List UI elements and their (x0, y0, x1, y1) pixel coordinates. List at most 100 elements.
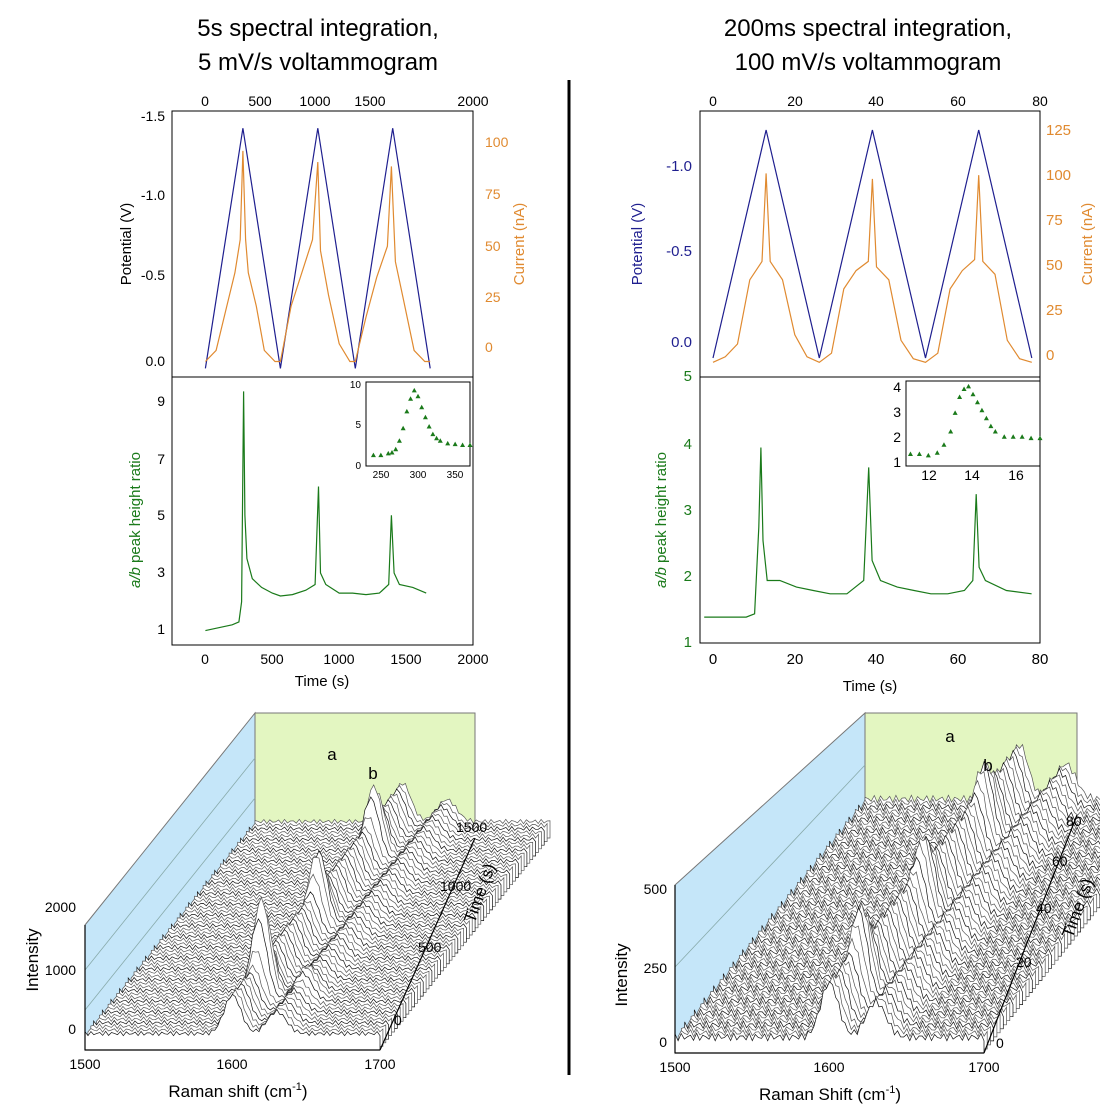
right-ratio-x-ticks: 0 20 40 60 80 (709, 651, 1049, 668)
wf-t-tick: 0 (996, 1035, 1004, 1051)
ratio-x-tick: 40 (868, 651, 885, 668)
wf-z-tick: 0 (68, 1021, 76, 1037)
top-x-tick: 500 (248, 93, 272, 109)
potential-line (713, 130, 1032, 358)
ratio-x-tick: 2000 (457, 651, 488, 667)
left-title-line1: 5s spectral integration, (197, 15, 438, 42)
ratio-y-tick: 1 (684, 634, 692, 651)
right-cv-series (713, 130, 1032, 362)
ratio-y-tick: 7 (157, 451, 165, 467)
ratio-y-tick: 1 (157, 621, 165, 637)
wf-z-tick: 1000 (45, 962, 76, 978)
left-wf-zlabel: Intensity (23, 928, 42, 992)
current-tick: 0 (485, 339, 493, 355)
ratio-y-tick: 3 (157, 564, 165, 580)
left-wf-peak-a: a (327, 745, 337, 764)
wf-z-tick: 500 (644, 881, 668, 897)
potential-tick: -0.5 (141, 267, 165, 283)
wf-x-tick: 1700 (968, 1059, 999, 1075)
left-waterfall: 2000 1000 0 Intensity 1500 1600 1700 Ram… (23, 713, 550, 1101)
ratio-x-tick: 20 (787, 651, 804, 668)
ratio-y-tick: 5 (157, 507, 165, 523)
current-tick: 25 (485, 289, 501, 305)
top-x-tick: 0 (201, 93, 209, 109)
potential-tick: 0.0 (146, 353, 166, 369)
ratio-label-rest: peak height ratio (127, 452, 144, 567)
current-tick: 0 (1046, 347, 1054, 364)
potential-tick: 0.0 (671, 334, 692, 351)
right-ratio-label: a/b peak height ratio (653, 452, 670, 588)
top-x-tick: 2000 (457, 93, 488, 109)
inset-x-tick: 16 (1008, 467, 1024, 483)
wf-t-tick: 1000 (440, 878, 471, 894)
left-cv-series (205, 128, 430, 368)
current-tick: 50 (1046, 257, 1063, 274)
wf-z-tick: 2000 (45, 899, 76, 915)
right-waterfall: 500 250 0 Intensity 1500 1600 1700 Raman… (612, 713, 1100, 1104)
inset-x-tick: 14 (964, 467, 980, 483)
right-potential-label: Potential (V) (629, 203, 646, 286)
left-ratio-y-ticks: 9 7 5 3 1 (157, 393, 165, 637)
ratio-y-tick: 4 (684, 436, 692, 453)
right-panel: 200ms spectral integration, 100 mV/s vol… (612, 15, 1100, 1104)
left-title-line2: 5 mV/s voltammogram (198, 49, 438, 76)
left-panel: 5s spectral integration, 5 mV/s voltammo… (23, 15, 550, 1101)
wf-z-tick: 250 (644, 960, 668, 976)
current-tick: 75 (1046, 212, 1063, 229)
ratio-x-tick: 60 (950, 651, 967, 668)
wf-x-tick: 1600 (813, 1059, 844, 1075)
right-current-label: Current (nA) (1079, 203, 1096, 286)
inset-x-tick: 350 (447, 470, 464, 481)
ratio-x-tick: 80 (1032, 651, 1049, 668)
left-top-x-ticks: 0 500 1000 1500 2000 (201, 93, 489, 109)
left-current-ticks: 100 75 50 25 0 (485, 134, 509, 355)
left-current-label: Current (nA) (511, 203, 528, 286)
top-x-tick: 1000 (299, 93, 330, 109)
potential-tick: -1.0 (666, 158, 692, 175)
wf-xlabel-main: Raman shift (cm (168, 1082, 292, 1101)
wf-t-tick: 40 (1036, 900, 1052, 916)
right-wf-peak-a: a (945, 727, 955, 746)
right-potential-ticks: -1.0 -0.5 0.0 (666, 158, 692, 351)
current-tick: 100 (485, 134, 509, 150)
right-wf-peak-b: b (983, 756, 992, 775)
current-tick: 100 (1046, 167, 1071, 184)
inset-y-tick: 1 (893, 454, 901, 470)
current-tick: 50 (485, 238, 501, 254)
wf-xlabel-main: Raman Shift (cm (759, 1085, 886, 1104)
current-tick: 25 (1046, 302, 1063, 319)
wf-t-tick: 80 (1066, 813, 1082, 829)
ratio-x-tick: 0 (709, 651, 717, 668)
left-potential-ticks: -1.5 -1.0 -0.5 0.0 (141, 108, 165, 369)
left-ratio-label: a/b peak height ratio (127, 452, 144, 588)
ratio-x-tick: 1000 (323, 651, 354, 667)
current-tick: 125 (1046, 122, 1071, 139)
wf-x-tick: 1600 (216, 1056, 247, 1072)
right-ratio-xlabel: Time (s) (843, 678, 897, 695)
top-x-tick: 1500 (354, 93, 385, 109)
wf-x-tick: 1700 (364, 1056, 395, 1072)
wf-xlabel-sup: -1 (886, 1084, 896, 1096)
wf-x-tick: 1500 (69, 1056, 100, 1072)
inset-y-tick: 2 (893, 429, 901, 445)
wf-x-tick: 1500 (659, 1059, 690, 1075)
right-wf-zlabel: Intensity (612, 943, 631, 1007)
top-x-tick: 0 (709, 93, 717, 109)
wf-t-tick: 20 (1016, 954, 1032, 970)
right-top-x-ticks: 0 20 40 60 80 (709, 93, 1048, 109)
ratio-x-tick: 0 (201, 651, 209, 667)
left-potential-label: Potential (V) (118, 203, 135, 286)
left-ratio-xlabel: Time (s) (295, 673, 349, 690)
left-wf-peak-b: b (368, 764, 377, 783)
inset-y-tick: 0 (355, 461, 361, 472)
right-current-ticks: 125 100 75 50 25 0 (1046, 122, 1071, 364)
wf-t-tick: 0 (394, 1012, 402, 1028)
potential-tick: -0.5 (666, 243, 692, 260)
left-wf-xlabel: Raman shift (cm-1) (168, 1081, 307, 1101)
right-title-line2: 100 mV/s voltammogram (735, 49, 1002, 76)
wf-t-tick: 60 (1052, 853, 1068, 869)
inset-y-tick: 5 (355, 420, 361, 431)
ratio-line (704, 448, 1031, 618)
current-line (205, 151, 430, 362)
